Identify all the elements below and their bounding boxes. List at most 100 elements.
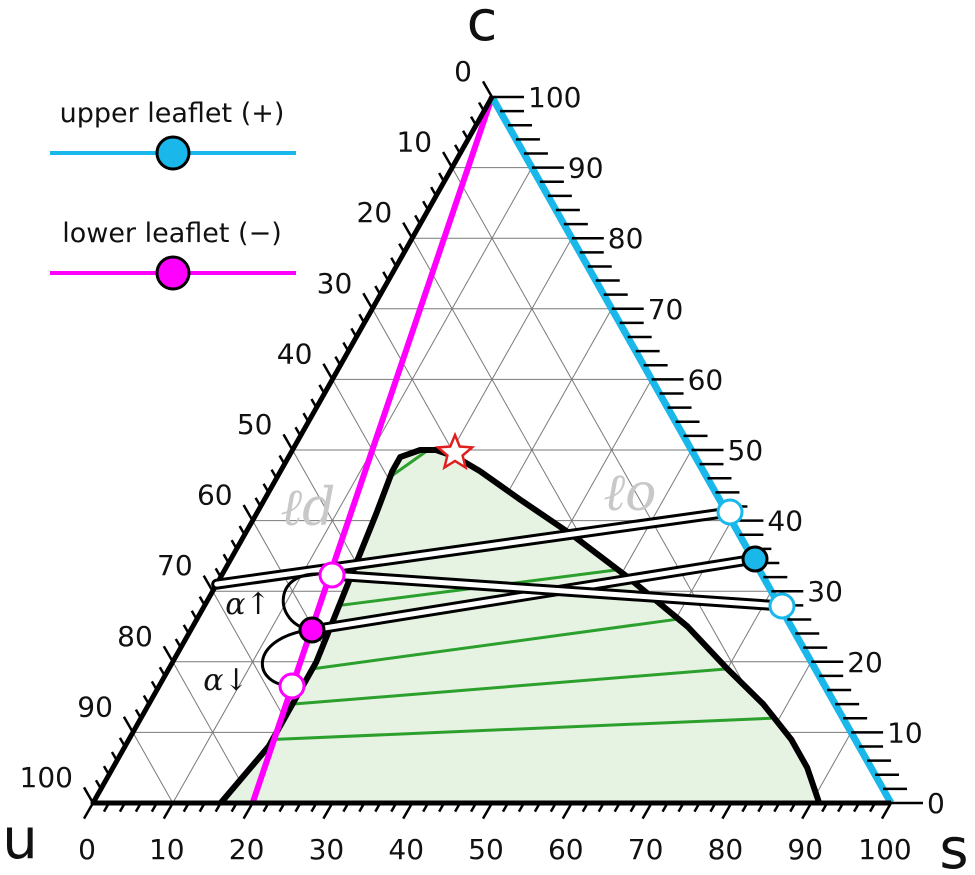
tick-bottom [721, 802, 733, 820]
tick-left [174, 638, 182, 649]
legend-marker-upper [155, 135, 191, 171]
tie-line [272, 716, 772, 741]
tick-bottom [322, 802, 334, 820]
tick-left [414, 214, 422, 225]
tick-bottom [501, 802, 510, 813]
tick-bottom [677, 802, 685, 813]
tick-label-left: 100 [20, 761, 73, 794]
tick-bottom [453, 802, 462, 813]
tick-label-left: 30 [317, 267, 353, 300]
markers [278, 431, 796, 700]
tick-left [202, 574, 214, 592]
tick-left [398, 243, 406, 253]
tick-bottom [402, 802, 414, 820]
tick-label-left: 70 [157, 549, 193, 582]
tick-bottom [880, 802, 893, 820]
tick-bottom [390, 802, 398, 813]
two-phase-region [220, 450, 820, 803]
tick-label-bottom: 80 [708, 833, 744, 866]
legend-label-upper: upper leaflet (+) [60, 98, 285, 129]
tie-line [312, 617, 676, 671]
tick-left [342, 341, 350, 352]
tick-label-right: 0 [927, 787, 945, 820]
tick-left [122, 716, 134, 734]
tick-label-right: 70 [648, 293, 684, 326]
coupled-tie-line [309, 556, 758, 633]
tick-left [438, 172, 446, 183]
tick-bottom [641, 802, 653, 820]
tick-bottom [230, 802, 238, 813]
tick-bottom [150, 802, 158, 813]
tick-left [442, 151, 454, 169]
tick-left [190, 610, 198, 621]
tick-label-bottom: 40 [388, 833, 424, 866]
tick-label-right: 20 [847, 646, 883, 679]
tie-lines [272, 448, 772, 741]
tick-bottom [801, 802, 813, 820]
tick-left [481, 80, 494, 98]
tick-bottom [693, 802, 701, 813]
tick-bottom [789, 802, 797, 813]
tick-bottom [533, 802, 541, 813]
tie-line [387, 448, 430, 480]
tick-left [262, 483, 270, 493]
tick-left [198, 596, 206, 606]
tick-left [158, 666, 166, 677]
tick-left [118, 737, 127, 748]
tick-label-right: 60 [688, 363, 724, 396]
tick-bottom [481, 802, 494, 820]
tick-left [318, 384, 326, 395]
upper-leaflet-filled-marker [741, 545, 769, 573]
tick-left [402, 221, 414, 239]
tick-bottom [262, 802, 270, 813]
tick-bottom [517, 802, 526, 813]
tick-label-right: 80 [608, 222, 644, 255]
tick-left [162, 645, 174, 663]
tick-bottom [374, 802, 382, 813]
lower-leaflet-open-marker [318, 561, 346, 589]
tick-bottom [837, 802, 845, 813]
tick-left [242, 504, 254, 522]
tick-left [254, 497, 262, 508]
coupled-tie-line [329, 572, 785, 609]
tick-bottom [242, 802, 254, 820]
tick-bottom [852, 802, 861, 813]
tick-left [230, 539, 238, 550]
tick-label-right: 10 [887, 716, 923, 749]
tick-left [469, 115, 478, 126]
tick-bottom [422, 802, 430, 813]
tick-bottom [134, 802, 142, 813]
tick-left [422, 200, 430, 211]
upper-leaflet-open-marker [768, 592, 796, 620]
tick-left [94, 779, 103, 790]
legend-label-lower: lower leaflet (−) [62, 218, 282, 249]
tick-label-left: 50 [237, 408, 273, 441]
tick-bottom [438, 802, 446, 813]
tick-bottom [118, 802, 127, 813]
tick-bottom [342, 802, 350, 813]
tick-bottom [629, 802, 637, 813]
tie-line [292, 667, 728, 706]
tick-label-left: 90 [77, 690, 113, 723]
critical-point-star [434, 431, 476, 471]
tick-bottom [741, 802, 749, 813]
tick-left [222, 553, 230, 564]
tick-label-bottom: 60 [548, 833, 584, 866]
tick-left [453, 144, 462, 155]
tick-left [102, 765, 111, 776]
tick-bottom [198, 802, 206, 813]
tick-bottom [661, 802, 669, 813]
tick-label-bottom: 0 [78, 833, 96, 866]
coupled-tie-lines [211, 506, 788, 688]
lower-leaflet-filled-marker [298, 616, 326, 644]
phase-label-lo: ℓo [604, 463, 657, 523]
tick-label-bottom: 30 [309, 833, 345, 866]
tick-left [334, 355, 342, 366]
tick-left [382, 271, 390, 282]
tick-label-bottom: 70 [628, 833, 664, 866]
tick-left [302, 412, 310, 423]
tick-left [142, 694, 150, 705]
tick-bottom [613, 802, 621, 813]
tick-label-right: 30 [807, 575, 843, 608]
